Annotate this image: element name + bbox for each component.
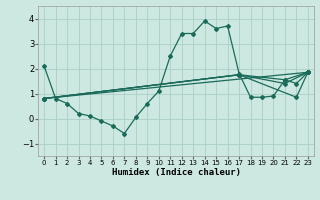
X-axis label: Humidex (Indice chaleur): Humidex (Indice chaleur) (111, 168, 241, 177)
